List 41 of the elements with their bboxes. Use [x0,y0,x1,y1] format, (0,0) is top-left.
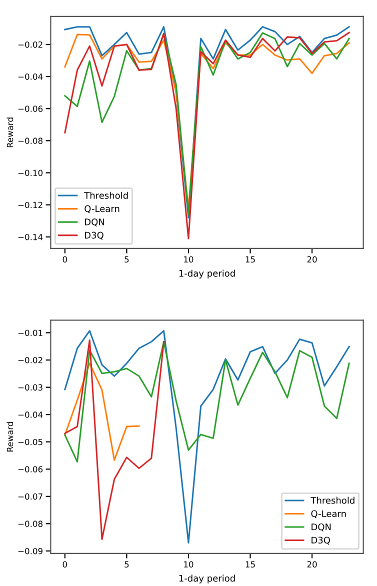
x-axis-title: 1-day period [179,574,235,584]
x-tick-label: 0 [62,561,68,568]
y-tick-label: −0.01 [18,330,42,336]
legend-label: DQN [84,218,104,226]
legend-label: Threshold [84,192,128,199]
x-axis-title: 1-day period [179,270,235,278]
y-tick-label: −0.05 [18,438,42,446]
y-tick-label: −0.04 [18,412,43,418]
y-axis-title: Reward [6,118,14,148]
y-tick-label: −0.02 [18,357,42,364]
y-tick-label: −0.09 [18,548,42,554]
x-tick-label: 20 [307,256,317,263]
x-tick-label: 15 [246,561,255,568]
legend-label: DQN [312,523,331,532]
x-tick-label: 5 [124,256,129,263]
y-axis-title: Reward [6,422,14,452]
x-tick-label: 20 [307,561,317,568]
x-tick-label: 15 [246,256,255,263]
y-tick-label: −0.02 [18,41,42,48]
legend-label: Q-Learn [84,205,120,214]
legend-label: Threshold [310,496,354,504]
line-series [64,339,165,540]
y-tick-label: −0.10 [18,170,43,176]
y-tick-label: −0.04 [18,74,43,80]
y-tick-label: −0.06 [18,466,43,472]
x-tick-label: 0 [62,256,68,263]
y-tick-label: −0.14 [18,234,43,240]
legend-label: Q-Learn [311,510,346,518]
legend-label: D3Q [84,232,104,240]
x-tick-label: 10 [184,561,194,568]
line-series [64,362,140,461]
x-tick-label: 10 [184,256,194,263]
x-tick-label: 5 [124,561,129,568]
y-tick-label: −0.07 [18,493,42,500]
line-series [64,340,350,463]
y-tick-label: −0.08 [18,138,42,144]
y-tick-label: −0.08 [18,520,42,527]
y-tick-label: −0.12 [18,202,42,208]
y-tick-label: −0.03 [18,384,42,391]
legend-label: D3Q [312,536,330,545]
y-tick-label: −0.06 [18,106,43,112]
